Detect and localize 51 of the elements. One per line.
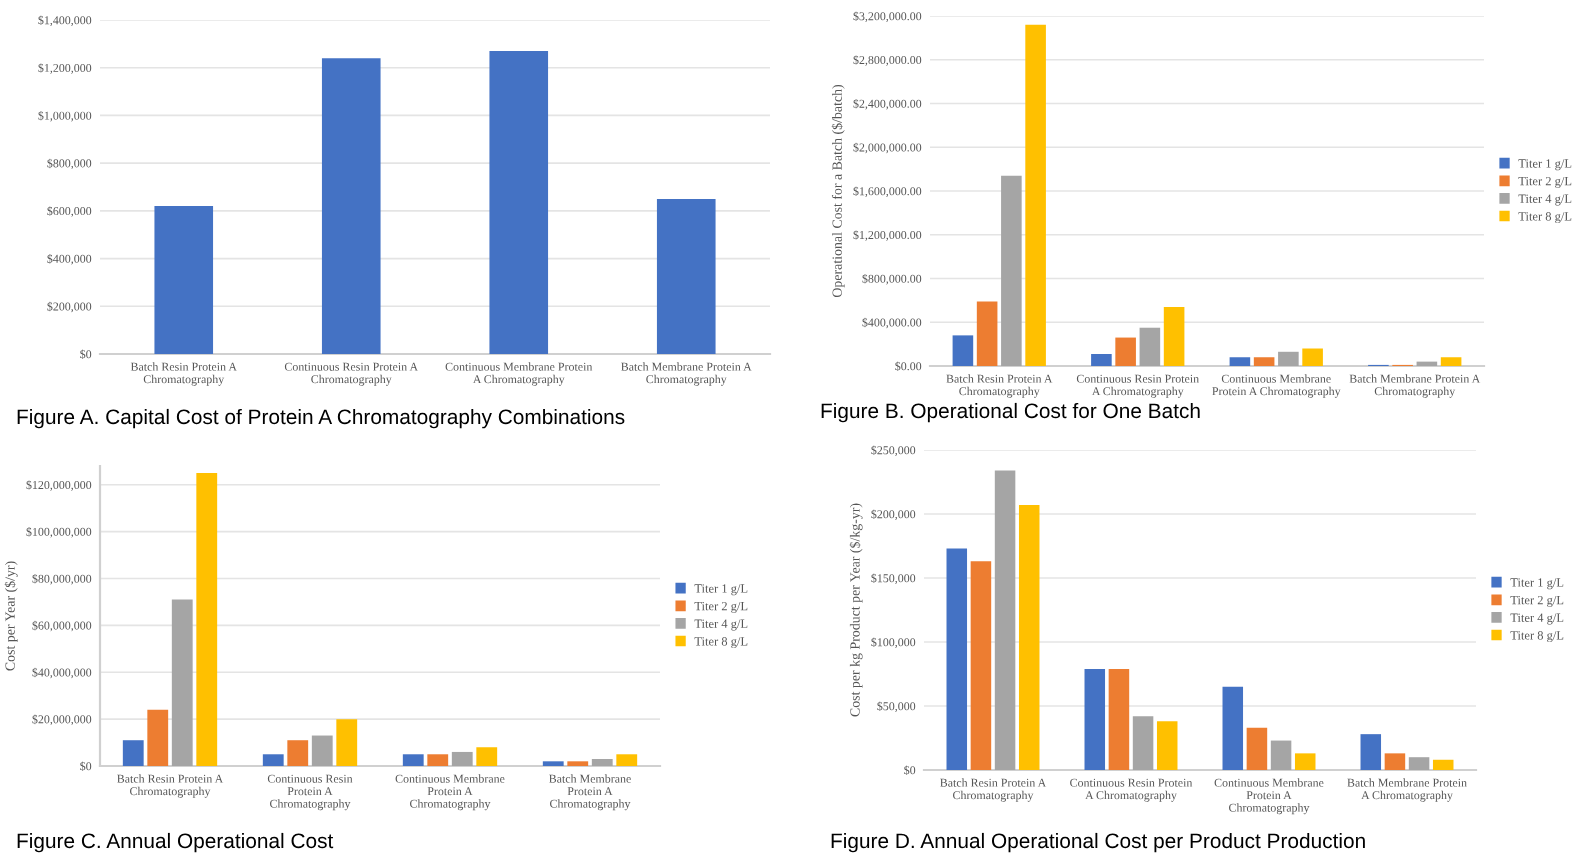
- bar: [427, 754, 449, 766]
- bar: [1084, 668, 1106, 770]
- bar: [656, 198, 716, 354]
- bar: [171, 599, 193, 766]
- bar: [1440, 357, 1462, 366]
- bar: [616, 754, 638, 766]
- bar: [970, 561, 992, 770]
- text: Figure B. Operational Cost for One Batch: [821, 402, 1200, 423]
- bar: [122, 740, 144, 766]
- bar: [147, 709, 169, 766]
- bar: [1384, 753, 1406, 770]
- bar: [1108, 668, 1130, 770]
- bar: [489, 51, 549, 354]
- bar: [946, 548, 968, 770]
- bar: [476, 747, 498, 766]
- bar: [1253, 357, 1275, 366]
- bar: [1294, 753, 1316, 770]
- bar: [976, 301, 998, 366]
- bar: [311, 735, 333, 766]
- bar: [1302, 348, 1323, 366]
- bar: [1222, 686, 1244, 770]
- bar: [591, 758, 613, 766]
- bar: [1156, 721, 1178, 770]
- bar: [1246, 727, 1268, 770]
- bar: [154, 206, 214, 354]
- bar: [1091, 353, 1112, 366]
- bar: [1408, 757, 1430, 770]
- bar: [451, 751, 473, 766]
- bar: [1018, 505, 1040, 770]
- bar: [1001, 175, 1022, 366]
- bar: [1270, 740, 1292, 770]
- bar: [1115, 337, 1136, 366]
- bar: [1132, 716, 1154, 770]
- bar: [1229, 357, 1251, 366]
- bar: [1278, 351, 1299, 366]
- bar: [1163, 306, 1185, 366]
- bar: [196, 473, 218, 766]
- bar: [262, 754, 284, 766]
- text: Figure D. Annual Operational Cost per Product Production: [831, 832, 1365, 853]
- text: Figure A. Capital Cost of Protein A Chromatography Combinations: [17, 408, 625, 429]
- bar: [1025, 24, 1046, 366]
- bar: [1360, 734, 1382, 770]
- bar: [952, 335, 974, 366]
- bar: [1432, 759, 1454, 770]
- bar: [336, 719, 358, 766]
- text: Figure C. Annual Operational Cost: [17, 832, 334, 853]
- bar: [994, 470, 1016, 770]
- bar: [321, 58, 381, 354]
- bar: [402, 754, 424, 766]
- bar: [1139, 327, 1161, 366]
- bar: [287, 740, 309, 766]
